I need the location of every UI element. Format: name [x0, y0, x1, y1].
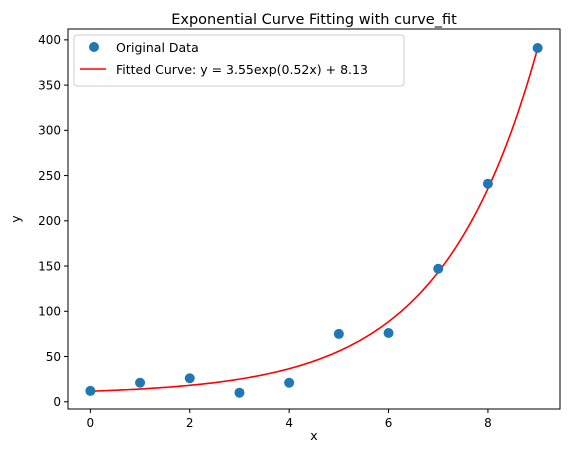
data-point — [383, 328, 394, 338]
data-point — [184, 373, 195, 384]
legend-marker-original-data — [89, 42, 99, 52]
y-tick-label: 250 — [38, 169, 61, 183]
data-point — [284, 377, 295, 388]
data-point — [135, 377, 146, 388]
x-axis-label: x — [310, 428, 317, 443]
x-axis: 0 2 4 6 8 — [87, 409, 492, 430]
y-tick-label: 200 — [38, 214, 61, 228]
y-tick-label: 350 — [38, 78, 61, 92]
x-tick-label: 4 — [285, 416, 293, 430]
x-tick-label: 0 — [87, 416, 95, 430]
legend-label-fitted-curve: Fitted Curve: y = 3.55exp(0.52x) + 8.13 — [116, 62, 368, 77]
y-tick-label: 50 — [46, 350, 61, 364]
chart-title: Exponential Curve Fitting with curve_fit — [171, 12, 457, 28]
y-tick-label: 100 — [38, 305, 61, 319]
legend: Original Data Fitted Curve: y = 3.55exp(… — [73, 34, 405, 87]
fitted-curve-line — [90, 48, 539, 392]
x-tick-label: 6 — [385, 416, 393, 430]
data-point — [482, 178, 493, 189]
y-tick-label: 400 — [38, 33, 61, 47]
y-axis: 0 50 100 150 200 250 300 350 400 — [38, 33, 68, 409]
y-tick-label: 300 — [38, 124, 61, 138]
y-axis-label: y — [8, 215, 23, 223]
legend-box — [73, 34, 405, 87]
data-point — [85, 385, 96, 396]
x-tick-label: 8 — [484, 416, 492, 430]
y-tick-label: 150 — [38, 259, 61, 273]
x-tick-label: 2 — [186, 416, 194, 430]
plot-area — [85, 43, 543, 398]
data-point — [333, 328, 344, 339]
data-point — [532, 43, 543, 53]
data-point — [433, 263, 444, 274]
axes-frame — [67, 28, 561, 410]
legend-label-original-data: Original Data — [116, 40, 199, 55]
y-tick-label: 0 — [53, 395, 61, 409]
data-point — [234, 387, 245, 398]
